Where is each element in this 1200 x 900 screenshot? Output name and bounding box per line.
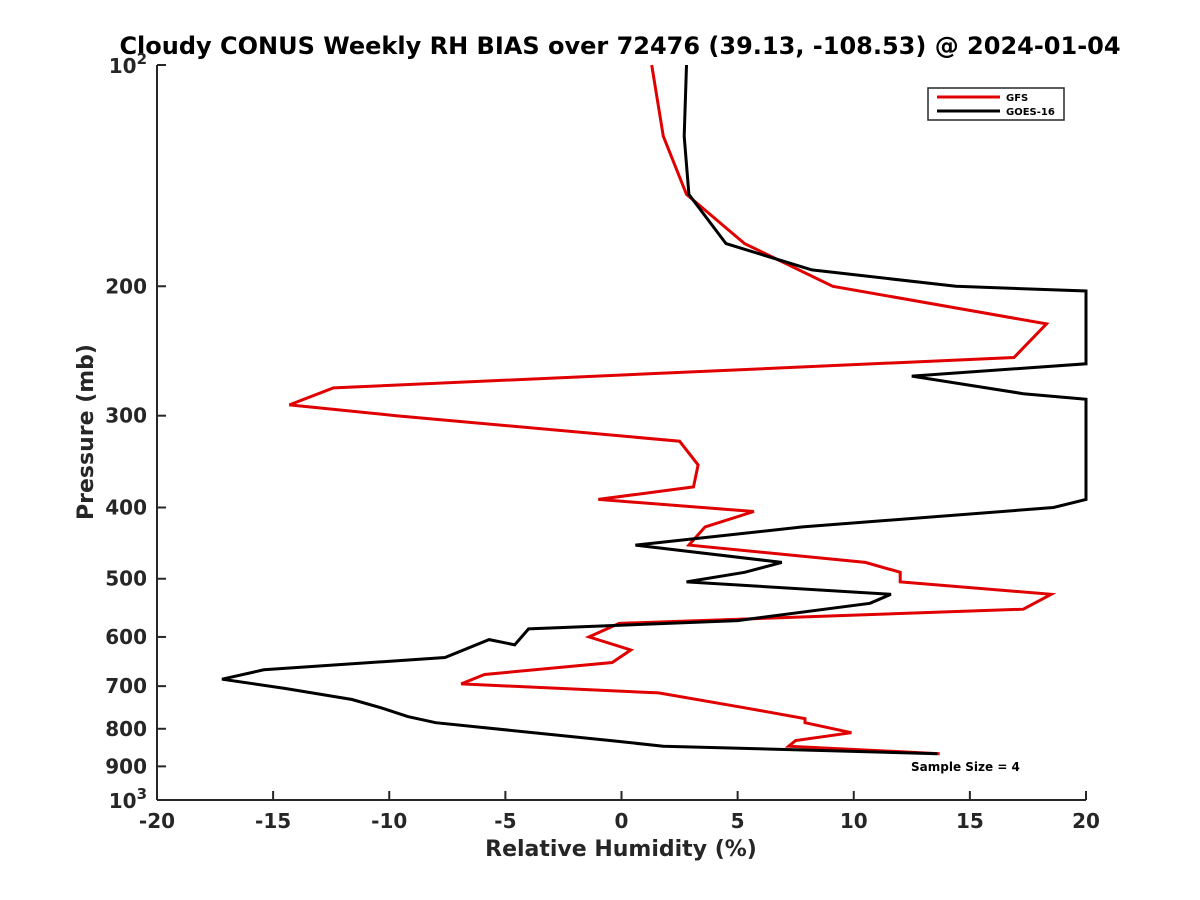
y-tick-label: 200 bbox=[105, 274, 147, 298]
y-tick-label: 700 bbox=[105, 674, 147, 698]
x-tick-label: -15 bbox=[255, 809, 291, 833]
x-tick-label: 0 bbox=[615, 809, 629, 833]
y-tick-label: 600 bbox=[105, 625, 147, 649]
y-tick-label: 800 bbox=[105, 717, 147, 741]
y-tick-label: 500 bbox=[105, 567, 147, 591]
plot-background bbox=[157, 65, 1086, 800]
legend-label-gfs: GFS bbox=[1006, 93, 1028, 104]
x-tick-label: -20 bbox=[139, 809, 175, 833]
x-tick-label: 10 bbox=[840, 809, 868, 833]
x-tick-label: -5 bbox=[494, 809, 516, 833]
y-top-tick-label: 102 bbox=[109, 50, 147, 78]
x-axis-label: Relative Humidity (%) bbox=[485, 837, 757, 862]
x-tick-label: 20 bbox=[1072, 809, 1100, 833]
legend: GFS GOES-16 bbox=[927, 87, 1065, 121]
x-tick-label: 15 bbox=[956, 809, 984, 833]
legend-label-goes16: GOES-16 bbox=[1006, 107, 1055, 118]
sample-size-annotation: Sample Size = 4 bbox=[911, 760, 1020, 774]
x-tick-label: 5 bbox=[731, 809, 745, 833]
x-tick-label: -10 bbox=[371, 809, 407, 833]
y-axis-ticks: 200 300 400 500 600 700 800 900 102 103 bbox=[105, 50, 166, 813]
y-tick-label: 900 bbox=[105, 754, 147, 778]
plot-area: -20 -15 -10 -5 0 5 10 15 20 200 300 400 500 600 700 80… bbox=[105, 50, 1100, 833]
x-axis-ticks: -20 -15 -10 -5 0 5 10 15 20 bbox=[139, 791, 1100, 833]
series-line-gfs bbox=[288, 64, 1057, 756]
chart-title: Cloudy CONUS Weekly RH BIAS over 72476 (… bbox=[119, 32, 1120, 60]
series-layer bbox=[221, 64, 1088, 756]
series-line-goes16 bbox=[221, 64, 1088, 756]
y-tick-label: 400 bbox=[105, 496, 147, 520]
legend-box bbox=[927, 87, 1065, 121]
y-tick-label: 300 bbox=[105, 404, 147, 428]
y-bottom-tick-label: 103 bbox=[109, 785, 147, 813]
y-axis-label: Pressure (mb) bbox=[74, 344, 99, 520]
